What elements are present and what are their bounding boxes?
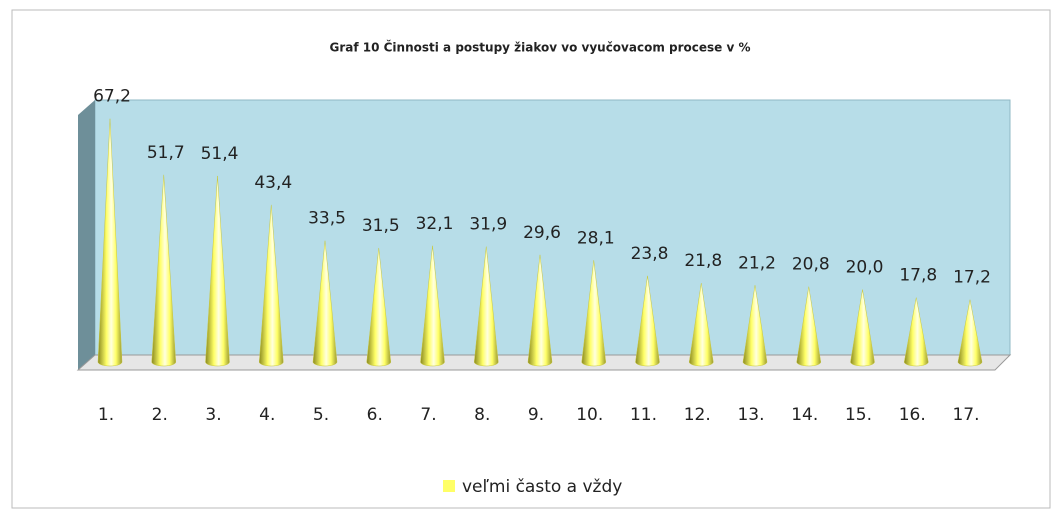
value-label: 28,1 xyxy=(577,228,615,248)
cone xyxy=(850,289,875,367)
value-label: 20,0 xyxy=(846,258,884,278)
cone xyxy=(312,240,338,367)
value-label: 17,8 xyxy=(899,266,937,286)
x-tick-label: 17. xyxy=(952,405,979,425)
value-label: 51,7 xyxy=(147,143,185,163)
legend-label: veľmi často a vždy xyxy=(462,477,622,497)
value-label: 43,4 xyxy=(254,173,292,193)
x-tick-label: 16. xyxy=(899,405,926,425)
x-tick-label: 3. xyxy=(205,405,221,425)
value-label: 21,8 xyxy=(684,251,722,271)
x-tick-label: 5. xyxy=(313,405,329,425)
cone xyxy=(957,299,983,367)
cone xyxy=(366,247,392,367)
x-tick-label: 1. xyxy=(98,405,114,425)
cone xyxy=(688,283,714,367)
cone xyxy=(151,174,177,367)
value-label: 31,5 xyxy=(362,216,400,236)
x-tick-label: 9. xyxy=(528,405,544,425)
cone xyxy=(205,175,230,367)
x-tick-label: 2. xyxy=(152,405,168,425)
cone xyxy=(97,118,123,367)
side-wall xyxy=(78,100,95,370)
legend-swatch xyxy=(443,480,455,492)
x-tick-label: 15. xyxy=(845,405,872,425)
x-tick-label: 10. xyxy=(576,405,603,425)
cone xyxy=(527,254,553,367)
value-label: 51,4 xyxy=(201,144,239,164)
value-label: 32,1 xyxy=(416,214,454,234)
value-label: 20,8 xyxy=(792,255,830,275)
cone xyxy=(581,260,607,367)
cone xyxy=(635,275,660,367)
chart-title: Graf 10 Činnosti a postupy žiakov vo vyu… xyxy=(329,40,750,55)
x-tick-label: 6. xyxy=(367,405,383,425)
x-tick-label: 14. xyxy=(791,405,818,425)
value-label: 23,8 xyxy=(631,244,669,264)
cone xyxy=(420,245,445,367)
x-tick-label: 12. xyxy=(684,405,711,425)
cone xyxy=(258,204,284,367)
value-label: 29,6 xyxy=(523,223,561,243)
cone xyxy=(742,285,768,367)
value-label: 21,2 xyxy=(738,253,776,273)
x-tick-label: 7. xyxy=(420,405,436,425)
value-label: 31,9 xyxy=(469,215,507,235)
value-label: 17,2 xyxy=(953,268,991,288)
cone xyxy=(796,286,822,367)
x-tick-label: 8. xyxy=(474,405,490,425)
x-tick-label: 4. xyxy=(259,405,275,425)
value-label: 33,5 xyxy=(308,209,346,229)
cone xyxy=(473,246,499,367)
cone xyxy=(903,297,929,367)
value-label: 67,2 xyxy=(93,87,131,107)
x-tick-label: 11. xyxy=(630,405,657,425)
x-tick-label: 13. xyxy=(737,405,764,425)
